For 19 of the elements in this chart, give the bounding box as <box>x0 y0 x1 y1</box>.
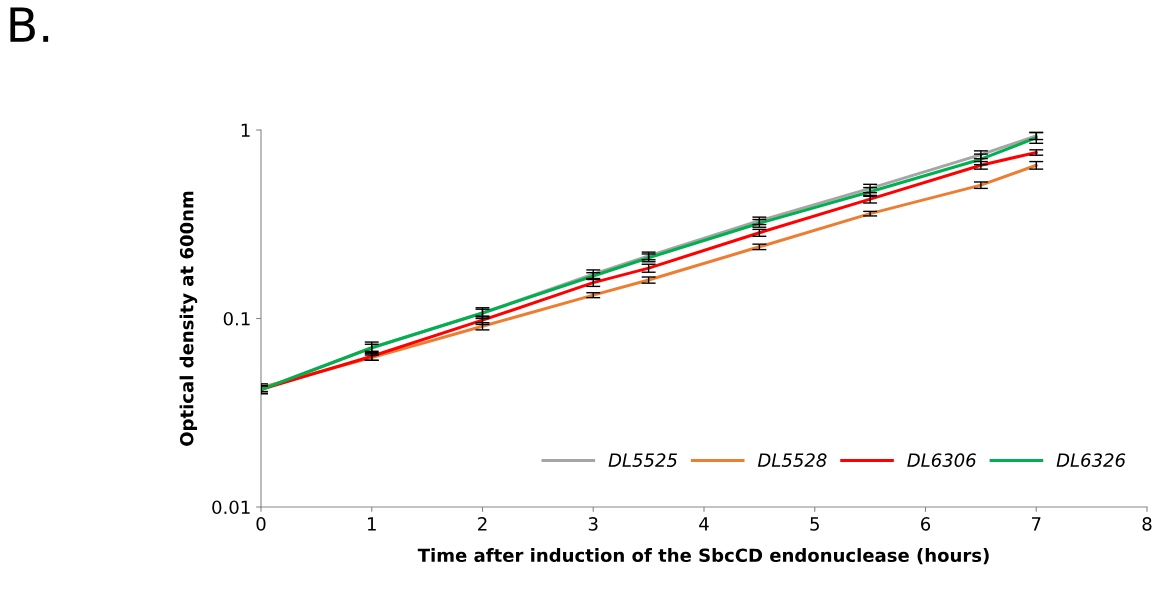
x-tick-label: 7 <box>1031 517 1041 531</box>
x-tick-label: 8 <box>1142 517 1152 531</box>
x-tick-label: 4 <box>699 517 709 531</box>
x-tick-label: 1 <box>367 517 376 531</box>
y-tick-label: 1 <box>241 123 250 137</box>
x-tick-label: 3 <box>588 517 598 531</box>
y-tick-label: 0.01 <box>212 500 250 515</box>
legend-label: DL6306 <box>907 453 976 467</box>
y-axis-title: Optical density at 600nm <box>179 191 198 446</box>
x-tick-label: 0 <box>256 517 266 531</box>
legend-label: DL5528 <box>757 453 827 467</box>
x-tick-label: 5 <box>810 517 819 531</box>
x-tick-label: 2 <box>478 517 487 531</box>
y-tick-label: 0.1 <box>223 311 250 326</box>
legend-label: DL5525 <box>608 453 677 467</box>
legend-label: DL6326 <box>1056 453 1126 467</box>
x-tick-label: 6 <box>921 517 931 531</box>
x-axis-title: Time after induction of the SbcCD endonuclease (hours) <box>417 548 989 565</box>
chart-title: B. <box>10 7 49 42</box>
